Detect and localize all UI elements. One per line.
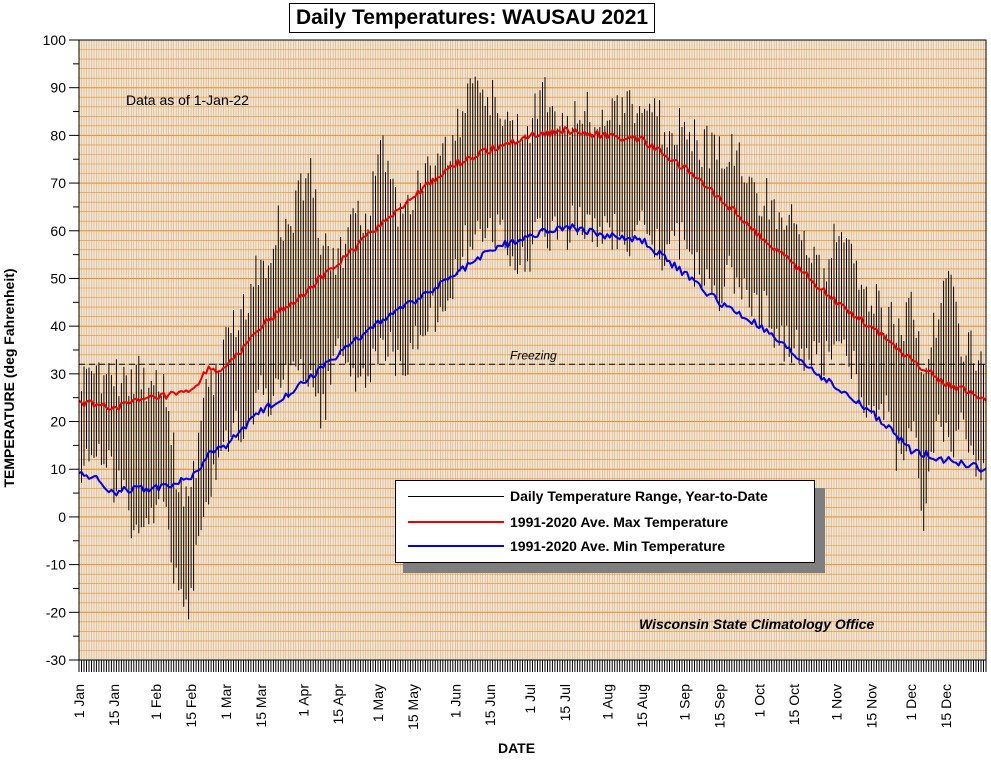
x-tick-label: 1 Nov: [828, 684, 844, 721]
x-tick-label: 1 Feb: [148, 684, 164, 720]
x-axis: 1 Jan 15 Jan 1 Feb 15 Feb 1 Mar 15 Mar 1 Apr 15…: [71, 660, 987, 730]
y-tick-label: 60: [50, 223, 66, 239]
x-tick-label: 15 Dec: [938, 684, 954, 728]
legend-swatch-daily-range: [408, 495, 504, 497]
x-tick-label: 15 Jul: [557, 684, 573, 721]
legend-swatch-ave-min: [408, 545, 504, 547]
legend-entry-ave-max: 1991-2020 Ave. Max Temperature: [408, 512, 728, 532]
y-tick-label: -30: [46, 652, 66, 668]
legend-swatch-ave-max: [408, 521, 504, 523]
data-date-note: Data as of 1-Jan-22: [126, 92, 249, 108]
x-tick-label: 15 Oct: [786, 684, 802, 725]
x-tick-label: 1 Jan: [71, 684, 87, 718]
x-tick-label: 1 Mar: [218, 684, 234, 720]
x-tick-label: 1 Aug: [599, 684, 615, 720]
legend-label-ave-max: 1991-2020 Ave. Max Temperature: [510, 514, 729, 530]
x-tick-label: 1 Sep: [676, 684, 692, 721]
x-tick-label: 1 Oct: [751, 684, 767, 718]
x-tick-label: 15 Aug: [634, 684, 650, 728]
ave-max-temperature-line: [78, 126, 987, 411]
y-tick-label: 70: [50, 175, 66, 191]
ave-min-temperature-line: [78, 223, 987, 497]
x-tick-label: 15 Jan: [106, 684, 122, 726]
y-tick-label: 30: [50, 366, 66, 382]
y-tick-label: 0: [58, 509, 66, 525]
y-tick-label: -10: [46, 557, 66, 573]
x-tick-label: 15 Mar: [253, 684, 269, 728]
y-tick-label: 80: [50, 127, 66, 143]
y-axis-label: TEMPERATURE (deg Fahrenheit): [1, 268, 17, 488]
credit-text: Wisconsin State Climatology Office: [639, 616, 875, 632]
y-tick-label: 90: [50, 80, 66, 96]
y-tick-label: 50: [50, 270, 66, 286]
x-tick-label: 15 Nov: [863, 684, 879, 728]
x-tick-label: 15 Sep: [711, 684, 727, 729]
x-tick-label: 15 Feb: [183, 684, 199, 728]
legend-entry-ave-min: 1991-2020 Ave. Min Temperature: [408, 536, 725, 556]
legend: Daily Temperature Range, Year-to-Date 19…: [395, 480, 815, 563]
chart-title: Daily Temperatures: WAUSAU 2021: [289, 3, 656, 33]
x-tick-label: 1 Jul: [522, 684, 538, 714]
x-tick-label: 1 Dec: [903, 684, 919, 721]
x-tick-label: 1 May: [370, 684, 386, 722]
x-tick-label: 15 Jun: [482, 684, 498, 726]
legend-entry-daily-range: Daily Temperature Range, Year-to-Date: [408, 486, 768, 506]
y-tick-label: -20: [46, 604, 66, 620]
legend-label-ave-min: 1991-2020 Ave. Min Temperature: [510, 538, 726, 554]
legend-label-daily-range: Daily Temperature Range, Year-to-Date: [510, 488, 768, 504]
y-axis-label-wrap: TEMPERATURE (deg Fahrenheit): [1, 268, 17, 487]
y-tick-label: 40: [50, 318, 66, 334]
y-tick-label: 20: [50, 414, 66, 430]
x-tick-label: 1 Jun: [447, 684, 463, 718]
freezing-label: Freezing: [510, 348, 557, 362]
daily-range-bars: [78, 76, 987, 620]
y-tick-label: 10: [50, 461, 66, 477]
x-tick-label: 15 May: [405, 684, 421, 730]
y-tick-label: 100: [43, 32, 67, 48]
x-tick-label: 1 Apr: [295, 684, 311, 717]
x-axis-label: DATE: [498, 740, 536, 756]
x-tick-label: 15 Apr: [330, 684, 346, 725]
